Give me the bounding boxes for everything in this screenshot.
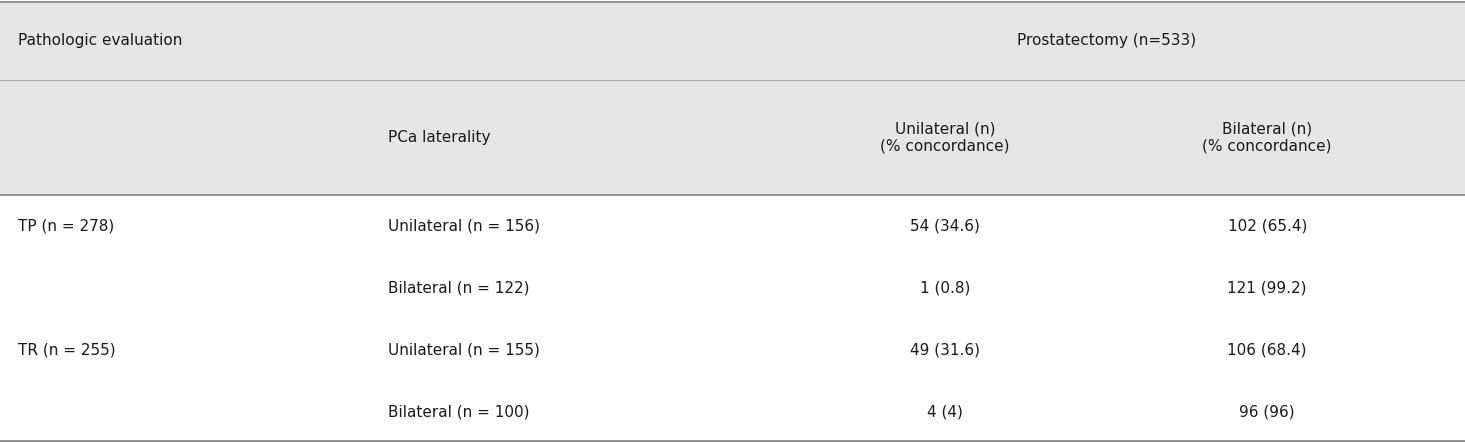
Text: Prostatectomy (n=533): Prostatectomy (n=533) [1017, 34, 1195, 48]
Text: Unilateral (n = 155): Unilateral (n = 155) [388, 342, 541, 358]
Text: 4 (4): 4 (4) [927, 404, 963, 420]
Text: Unilateral (n)
(% concordance): Unilateral (n) (% concordance) [880, 121, 1009, 154]
Text: PCa laterality: PCa laterality [388, 130, 491, 145]
Text: 1 (0.8): 1 (0.8) [920, 280, 970, 295]
Text: Bilateral (n = 122): Bilateral (n = 122) [388, 280, 530, 295]
Text: 54 (34.6): 54 (34.6) [910, 218, 980, 233]
Bar [0, 2, 1465, 195]
Text: 102 (65.4): 102 (65.4) [1228, 218, 1307, 233]
Text: Bilateral (n = 100): Bilateral (n = 100) [388, 404, 530, 420]
Text: Pathologic evaluation: Pathologic evaluation [18, 34, 182, 48]
Text: 49 (31.6): 49 (31.6) [910, 342, 980, 358]
Text: Bilateral (n)
(% concordance): Bilateral (n) (% concordance) [1203, 121, 1332, 154]
Text: TP (n = 278): TP (n = 278) [18, 218, 114, 233]
Text: TR (n = 255): TR (n = 255) [18, 342, 116, 358]
Text: 106 (68.4): 106 (68.4) [1228, 342, 1307, 358]
Text: 121 (99.2): 121 (99.2) [1228, 280, 1307, 295]
Text: 96 (96): 96 (96) [1239, 404, 1295, 420]
Text: Unilateral (n = 156): Unilateral (n = 156) [388, 218, 541, 233]
